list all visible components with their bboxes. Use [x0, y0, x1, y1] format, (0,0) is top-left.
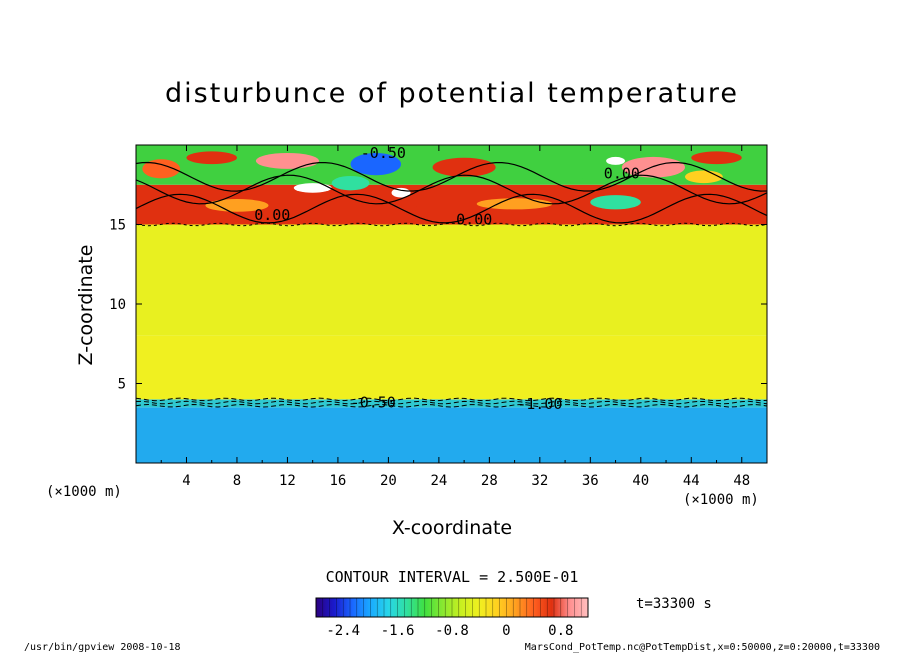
x-tick-label: 40: [632, 473, 649, 489]
field-blob-9: [590, 195, 641, 210]
colorbar-ticks: -2.4 -1.6 -0.8 0 0.8: [315, 598, 589, 639]
field-blob-14: [606, 156, 626, 165]
field-layer-3: [136, 224, 767, 336]
plot-area: [136, 145, 767, 463]
contour-line-3: [136, 222, 767, 227]
field-blob-15: [684, 170, 723, 184]
field-layers: [136, 145, 767, 463]
colorbar-tick-label: 0.8: [548, 623, 573, 639]
y-tick-label: 15: [109, 218, 126, 234]
contour-label: -0.50: [351, 394, 396, 412]
field-blob-12: [293, 183, 332, 193]
x-tick-label: 32: [531, 473, 548, 489]
field-blob-0: [142, 159, 181, 179]
x-tick-label: 12: [279, 473, 296, 489]
contour-lines: [136, 161, 767, 408]
field-blob-3: [350, 152, 402, 176]
x-tick-label: 8: [233, 473, 241, 489]
x-tick-label: 20: [380, 473, 397, 489]
footer-right: MarsCond_PotTemp.nc@PotTempDist,x=0:5000…: [525, 642, 880, 653]
contour-label: 0.00: [254, 206, 290, 224]
x-tick-label: 48: [733, 473, 750, 489]
field-blob-1: [186, 151, 237, 165]
field-layer-0: [136, 407, 767, 463]
contour-line-2: [136, 397, 767, 402]
field-blob-2: [255, 152, 319, 169]
colorbar-tick-label: -0.8: [435, 623, 469, 639]
contour-label: -0.50: [361, 144, 406, 162]
contour-line-upper-2: [136, 174, 767, 205]
y-tick-label: 5: [118, 377, 126, 393]
colorbar-tick-label: -2.4: [326, 623, 360, 639]
field-blob-4: [331, 176, 370, 191]
contour-label: 0.00: [604, 165, 640, 183]
y-tick-label: 10: [109, 297, 126, 313]
contour-interval: CONTOUR INTERVAL = 2.500E-01: [326, 568, 579, 586]
field-blob-11: [476, 198, 553, 210]
field-blob-10: [205, 199, 269, 212]
x-tick-label: 4: [182, 473, 190, 489]
y-axis-ticks: 5 10 15: [109, 218, 767, 393]
time-label: t=33300 s: [636, 596, 712, 612]
field-blob-6: [514, 165, 591, 182]
x-unit-right: (×1000 m): [683, 492, 759, 508]
contour-label: 0.00: [456, 211, 492, 229]
field-blob-5: [432, 157, 496, 177]
field-blobs: [142, 151, 742, 214]
contour-labels: -0.50 0.00 0.00 0.00 -0.50 -1.00: [254, 144, 640, 413]
colorbar-tick-label: -1.6: [381, 623, 415, 639]
chart-title: disturbunce of potential temperature: [165, 78, 739, 109]
field-blob-7: [621, 156, 685, 178]
x-tick-label: 44: [683, 473, 700, 489]
contour-line-upper-1: [136, 161, 767, 192]
x-tick-label: 24: [430, 473, 447, 489]
contour-label: -1.00: [517, 395, 562, 413]
field-blob-16: [413, 203, 465, 214]
contour-line-1: [136, 400, 767, 405]
field-blob-8: [691, 151, 742, 165]
x-tick-label: 36: [582, 473, 599, 489]
field-layer-2: [136, 335, 767, 400]
colorbar-tick-label: 0: [502, 623, 510, 639]
x-tick-label: 28: [481, 473, 498, 489]
y-axis-label: Z-coordinate: [75, 245, 97, 366]
x-axis-ticks: 4 8 12 16 20 24 28 32 36 40 44 48: [160, 145, 768, 489]
footer-left: /usr/bin/gpview 2008-10-18: [24, 642, 181, 653]
x-axis-label: X-coordinate: [392, 517, 512, 539]
contour-line-0: [136, 403, 767, 408]
contour-line-upper-0: [136, 193, 767, 224]
x-unit-left: (×1000 m): [46, 484, 122, 500]
x-tick-label: 16: [329, 473, 346, 489]
field-layer-1: [136, 399, 767, 408]
